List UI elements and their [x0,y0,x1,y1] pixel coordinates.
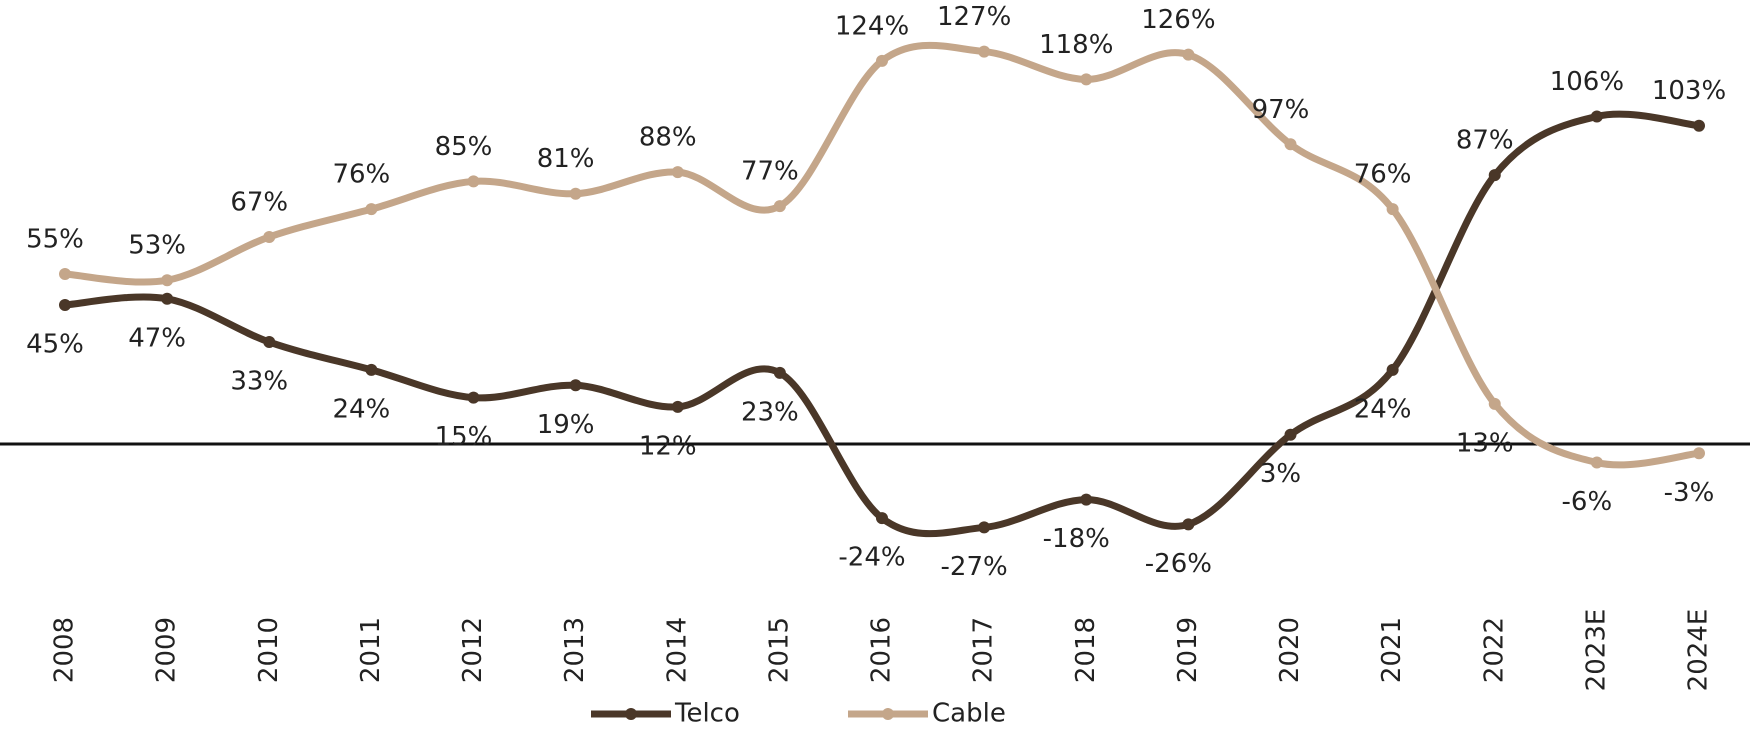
point-marker [773,366,786,379]
point-marker [161,274,174,287]
data-label: 124% [835,11,909,41]
x-tick-label: 2012 [458,617,488,683]
x-tick-label: 2015 [764,617,794,683]
data-label: 53% [128,231,186,261]
data-label: 127% [937,2,1011,32]
data-label: 24% [332,394,390,424]
point-marker [59,268,71,281]
data-label: 97% [1252,95,1310,125]
data-label: 45% [26,329,84,359]
data-label: 15% [435,422,493,452]
data-label: 103% [1652,76,1726,106]
x-tick-label: 2013 [560,617,590,683]
point-marker [161,292,174,305]
x-tick-label: 2011 [356,617,386,683]
point-marker [569,379,582,392]
x-tick-label: 2018 [1071,617,1101,683]
point-marker [978,521,991,534]
point-marker [59,298,71,311]
data-label: -24% [838,543,905,573]
data-label: 76% [1354,160,1412,190]
point-marker [263,230,276,243]
data-label: 76% [332,160,390,190]
point-marker [263,336,276,349]
point-marker [773,200,786,213]
data-label: -6% [1562,487,1613,517]
data-label: 87% [1456,126,1514,156]
data-label: 47% [128,323,186,353]
data-label: -27% [941,552,1008,582]
point-marker [1693,119,1705,132]
point-marker [1386,363,1399,376]
point-marker [1080,73,1093,86]
data-label: 3% [1260,459,1301,489]
point-marker [1386,203,1399,216]
data-label: 126% [1141,5,1215,35]
data-label: 19% [537,410,595,440]
point-marker [1488,169,1501,182]
data-label: 24% [1354,394,1412,424]
x-tick-label: 2016 [867,617,897,683]
point-marker [467,391,480,404]
point-marker [467,175,480,188]
point-marker [1488,397,1501,410]
x-tick-label: 2017 [969,617,999,683]
data-label: 33% [230,367,288,397]
data-label: 81% [537,144,595,174]
legend-marker [625,708,637,720]
legend-label: Cable [932,699,1006,729]
data-label: 77% [741,157,799,187]
x-tick-label: 2019 [1173,617,1203,683]
data-label: 106% [1550,67,1624,97]
data-label: 67% [230,187,288,217]
x-tick-label: 2014 [662,617,692,683]
point-marker [365,363,378,376]
x-tick-label: 2021 [1377,617,1407,683]
x-tick-label: 2010 [254,617,284,683]
x-tick-label: 2008 [50,617,80,683]
point-marker [1182,48,1195,61]
data-label: 118% [1039,30,1113,60]
data-label: 88% [639,123,697,153]
x-tick-label: 2023E [1581,609,1611,692]
point-marker [365,203,378,216]
legend-marker [882,708,894,720]
data-label: 55% [26,225,84,255]
point-marker [1080,493,1093,506]
x-tick-label: 2020 [1275,617,1305,683]
point-marker [876,54,888,67]
x-tick-label: 2022 [1479,617,1509,683]
data-label: -26% [1145,549,1212,579]
data-label: 13% [1456,428,1514,458]
point-marker [1590,110,1603,123]
x-tick-label: 2009 [152,617,182,683]
point-marker [876,512,888,525]
x-tick-label: 2024E [1684,609,1714,692]
point-marker [1182,518,1195,531]
data-label: 23% [741,397,799,427]
point-marker [1590,456,1603,469]
data-label: 85% [435,132,493,162]
data-label: -3% [1664,478,1715,508]
data-label: -18% [1043,524,1110,554]
point-marker [671,400,684,413]
point-marker [569,187,582,200]
legend-label: Telco [674,699,740,729]
point-marker [1284,138,1297,151]
point-marker [671,166,684,179]
point-marker [1693,447,1705,460]
data-label: 12% [639,431,697,461]
point-marker [1284,428,1297,441]
point-marker [978,45,991,58]
